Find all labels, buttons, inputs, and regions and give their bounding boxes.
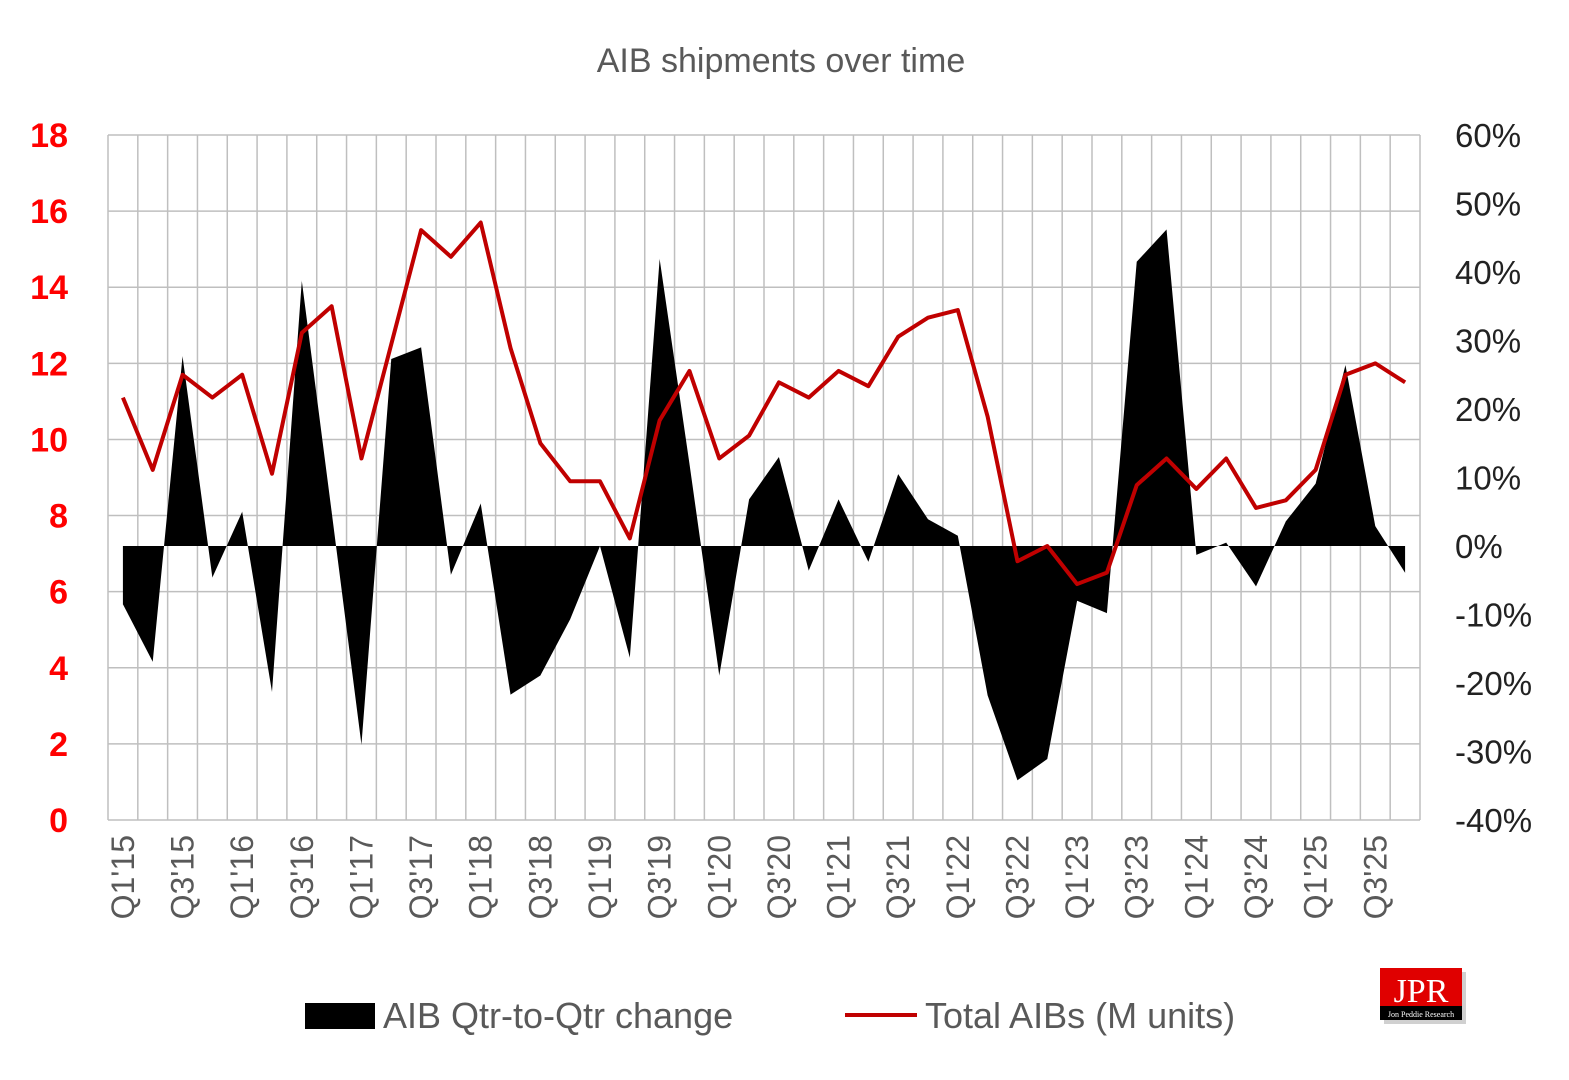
x-tick-label: Q3'25 (1357, 835, 1393, 919)
right-tick-label: 0% (1455, 528, 1503, 565)
x-tick-label: Q1'18 (463, 835, 499, 919)
x-tick-label: Q1'20 (701, 835, 737, 919)
x-tick-label: Q1'17 (343, 835, 379, 919)
x-tick-label: Q3'18 (522, 835, 558, 919)
left-tick-label: 6 (49, 574, 68, 612)
right-tick-label: 40% (1455, 254, 1521, 291)
x-tick-label: Q1'22 (940, 835, 976, 919)
legend: AIB Qtr-to-Qtr change Total AIBs (M unit… (305, 995, 1235, 1036)
grid (107, 134, 1421, 821)
legend-label-line: Total AIBs (M units) (925, 995, 1235, 1036)
left-tick-label: 8 (49, 498, 68, 536)
x-tick-label: Q1'21 (821, 835, 857, 919)
x-tick-label: Q1'23 (1059, 835, 1095, 919)
left-tick-label: 16 (30, 193, 68, 231)
right-tick-label: 10% (1455, 460, 1521, 497)
left-tick-label: 0 (49, 802, 68, 840)
legend-swatch-area (305, 1003, 375, 1029)
x-tick-label: Q3'19 (642, 835, 678, 919)
line-total-aibs (121, 220, 1407, 587)
right-tick-label: -20% (1455, 665, 1532, 702)
left-axis: 0 2 4 6 8 10 12 14 16 18 (30, 117, 68, 840)
jpr-logo: JPR Jon Peddie Research (1380, 968, 1466, 1024)
right-axis: -40% -30% -20% -10% 0% 10% 20% 30% 40% 50% 60% (1455, 117, 1532, 839)
area-qtr-change (122, 229, 1406, 781)
area-series (122, 229, 1406, 781)
left-tick-label: 2 (49, 726, 68, 764)
right-tick-label: -10% (1455, 597, 1532, 634)
legend-label-area: AIB Qtr-to-Qtr change (383, 995, 733, 1036)
right-tick-label: 30% (1455, 323, 1521, 360)
x-tick-label: Q1'15 (105, 835, 141, 919)
right-tick-label: -30% (1455, 734, 1532, 771)
right-tick-label: 50% (1455, 186, 1521, 223)
x-tick-label: Q3'16 (284, 835, 320, 919)
svg-text:Jon Peddie Research: Jon Peddie Research (1388, 1010, 1454, 1019)
x-tick-label: Q1'24 (1178, 835, 1214, 919)
x-tick-label: Q1'19 (582, 835, 618, 919)
x-tick-label: Q3'21 (880, 835, 916, 919)
chart-title: AIB shipments over time (597, 42, 965, 80)
left-tick-label: 12 (30, 345, 68, 383)
x-tick-label: Q3'22 (999, 835, 1035, 919)
x-tick-label: Q1'25 (1298, 835, 1334, 919)
x-tick-label: Q3'23 (1119, 835, 1155, 919)
left-tick-label: 4 (49, 650, 68, 688)
svg-text:JPR: JPR (1394, 973, 1449, 1010)
x-tick-label: Q3'15 (165, 835, 201, 919)
x-tick-label: Q1'16 (224, 835, 260, 919)
right-tick-label: -40% (1455, 802, 1532, 839)
left-tick-label: 10 (30, 421, 68, 459)
x-tick-label: Q3'20 (761, 835, 797, 919)
left-tick-label: 18 (30, 117, 68, 155)
right-tick-label: 60% (1455, 117, 1521, 154)
line-series (121, 220, 1407, 587)
x-tick-label: Q3'17 (403, 835, 439, 919)
right-tick-label: 20% (1455, 391, 1521, 428)
x-tick-label: Q3'24 (1238, 835, 1274, 919)
x-axis: Q1'15 Q3'15 Q1'16 Q3'16 Q1'17 Q3'17 Q1'18 Q3'18… (105, 835, 1393, 919)
left-tick-label: 14 (30, 269, 68, 307)
